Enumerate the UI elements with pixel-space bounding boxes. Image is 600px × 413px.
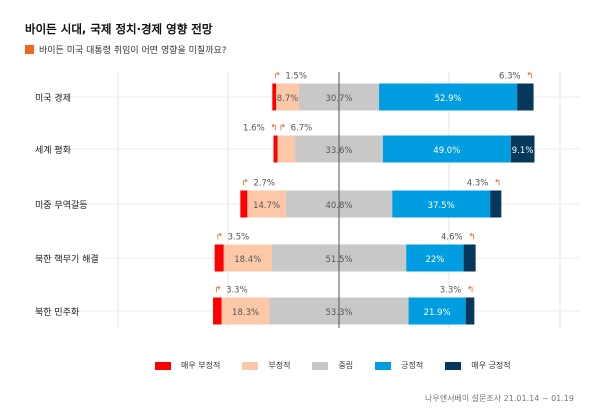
- data-label: 52.9%: [435, 94, 462, 104]
- category-label: 북한 민주화: [35, 307, 79, 318]
- chart-title: 바이든 시대, 국제 정치·경제 영향 전망: [25, 22, 213, 36]
- category-label: 세계 평화: [35, 144, 71, 156]
- bar-segment: [272, 83, 277, 111]
- category-label: 미중 무역갈등: [35, 200, 88, 211]
- legend-label: 부정적: [268, 361, 291, 370]
- arrow-right-icon: ↱: [241, 179, 249, 189]
- category-label: 북한 핵무기 해결: [35, 253, 99, 265]
- arrow-left-icon: ↰: [468, 233, 476, 243]
- bar-segment: [510, 135, 535, 163]
- legend: 매우 부정적 부정적 중립 긍정적 매우 긍정적: [155, 360, 533, 371]
- bar-segment: [273, 135, 278, 163]
- data-label: 4.3%: [467, 179, 489, 189]
- legend-item: 부정적: [242, 360, 290, 371]
- bar-segment: [221, 297, 270, 325]
- arrow-left-icon: ↰: [494, 179, 502, 189]
- legend-label: 긍정적: [401, 361, 424, 370]
- bar-segment: [276, 83, 299, 111]
- bar-segment: [408, 297, 466, 325]
- data-label: 1.6%: [243, 124, 265, 134]
- arrow-left-icon: ↰: [467, 286, 475, 296]
- bar-segment: [392, 190, 491, 218]
- arrow-right-icon: ↱: [273, 72, 281, 82]
- bar-segment: [240, 190, 248, 218]
- bar-segment: [465, 297, 475, 325]
- data-label: 4.6%: [441, 233, 463, 243]
- bar-segment: [490, 190, 502, 218]
- subtitle-square-icon: [25, 45, 34, 54]
- legend-label: 중립: [338, 361, 354, 370]
- data-label: 37.5%: [428, 201, 455, 211]
- legend-swatch: [445, 361, 462, 370]
- chart-subtitle: 바이든 미국 대통령 취임이 어떤 영향을 미칠까요?: [25, 43, 227, 56]
- data-label: 9.1%: [512, 146, 534, 156]
- legend-label: 매우 부정적: [181, 361, 221, 370]
- data-label: 49.0%: [433, 146, 460, 156]
- bar-segment: [379, 83, 518, 111]
- bar-segment: [247, 190, 286, 218]
- legend-swatch: [312, 361, 329, 370]
- bar-segment: [223, 244, 272, 272]
- legend-swatch: [242, 361, 259, 370]
- bar-segment: [382, 135, 511, 163]
- legend-swatch: [375, 361, 392, 370]
- arrow-right-icon: ↱: [214, 286, 222, 296]
- bar-segment: [213, 297, 222, 325]
- legend-item: 매우 긍정적: [445, 360, 511, 371]
- bar-segment: [463, 244, 476, 272]
- data-label: 6.3%: [499, 72, 521, 82]
- bar-segment: [277, 135, 296, 163]
- legend-label: 매우 긍정적: [471, 361, 511, 370]
- data-label: 14.7%: [253, 201, 280, 211]
- data-label: 6.7%: [291, 124, 313, 134]
- data-label: 3.5%: [228, 233, 250, 243]
- bar-segment: [517, 83, 534, 111]
- data-label: 3.3%: [440, 286, 462, 296]
- bar-segment: [406, 244, 464, 272]
- data-label: 3.3%: [226, 286, 248, 296]
- category-label: 미국 경제: [35, 92, 71, 104]
- data-label: 22%: [425, 255, 444, 265]
- legend-item: 매우 부정적: [155, 360, 220, 371]
- legend-item: 중립: [312, 360, 353, 371]
- source-note: 나우앤서베이 설문조사 21.01.14 ~ 01.19: [424, 394, 574, 403]
- data-label: 1.5%: [285, 72, 307, 82]
- data-label: 8.7%: [277, 94, 299, 104]
- arrow-left-icon: ↰: [270, 124, 278, 134]
- arrow-right-icon: ↱: [279, 124, 287, 134]
- data-label: 21.9%: [424, 308, 451, 318]
- legend-swatch: [155, 361, 171, 370]
- legend-item: 긍정적: [375, 360, 423, 371]
- arrow-left-icon: ↰: [526, 72, 534, 82]
- bar-segment: [214, 244, 224, 272]
- data-label: 18.4%: [234, 255, 261, 265]
- subtitle-text: 바이든 미국 대통령 취임이 어떤 영향을 미칠까요?: [39, 46, 227, 56]
- arrow-right-icon: ↱: [216, 233, 224, 243]
- data-label: 2.7%: [253, 179, 275, 189]
- data-label: 18.3%: [232, 308, 259, 318]
